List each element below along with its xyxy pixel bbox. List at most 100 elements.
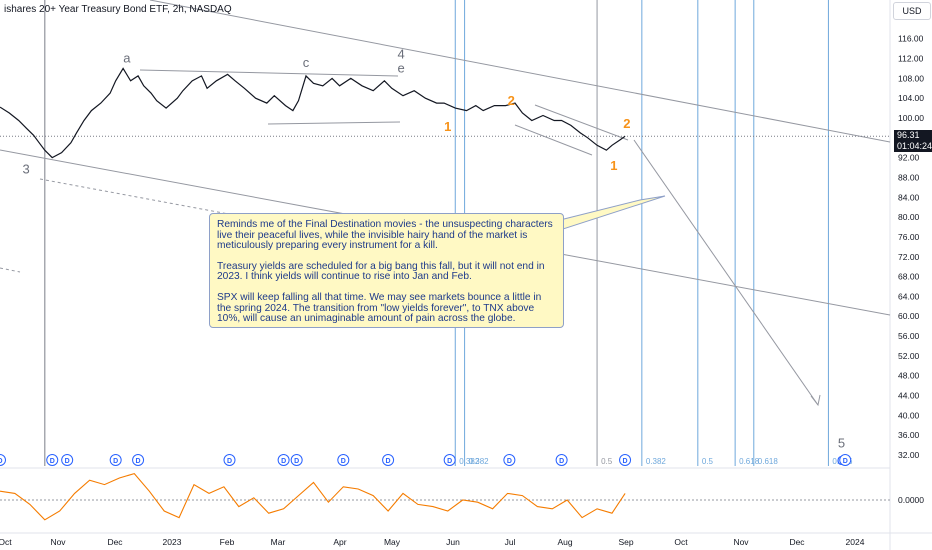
dividend-marker xyxy=(382,454,395,466)
x-tick-label: Jun xyxy=(446,537,460,547)
wave-label: a xyxy=(123,50,131,65)
price-series-line xyxy=(0,67,626,159)
dividend-marker xyxy=(0,454,6,466)
dividend-marker-label: D xyxy=(294,458,299,465)
y-tick-label: 32.00 xyxy=(898,450,920,460)
fib-level-label: 0.382 xyxy=(469,457,490,466)
bar-countdown: 01:04:24 xyxy=(897,141,932,151)
dividend-marker-label: D xyxy=(136,458,141,465)
dividend-marker-label: D xyxy=(386,458,391,465)
currency-button[interactable]: USD xyxy=(893,2,931,20)
x-tick-label: May xyxy=(384,537,401,547)
y-tick-label: 112.00 xyxy=(898,54,924,64)
dividend-marker xyxy=(223,454,236,466)
y-tick-label: 108.00 xyxy=(898,73,924,83)
x-tick-label: Oct xyxy=(674,537,688,547)
last-price-tag: 96.31 01:04:24 xyxy=(894,130,932,152)
x-tick-label: Nov xyxy=(50,537,66,547)
dividend-marker-label: D xyxy=(227,458,232,465)
dividend-marker xyxy=(443,454,456,466)
dividend-marker-label: D xyxy=(341,458,346,465)
dividend-marker-label: D xyxy=(507,458,512,465)
x-tick-label: 2023 xyxy=(163,537,182,547)
x-tick-label: Nov xyxy=(733,537,749,547)
dividend-marker xyxy=(337,454,350,466)
annotation-note[interactable]: Reminds me of the Final Destination movi… xyxy=(209,213,564,328)
wave-label: e xyxy=(398,60,405,75)
y-tick-label: 44.00 xyxy=(898,391,920,401)
dividend-marker-label: D xyxy=(0,458,3,465)
x-tick-label: 2024 xyxy=(846,537,865,547)
dividend-marker xyxy=(61,454,74,466)
dividend-marker xyxy=(277,454,290,466)
y-tick-label: 84.00 xyxy=(898,192,920,202)
chart-title: ishares 20+ Year Treasury Bond ETF, 2h, … xyxy=(4,4,232,15)
y-tick-label: 100.00 xyxy=(898,113,924,123)
projection-arrowhead xyxy=(810,394,821,407)
y-tick-label: 68.00 xyxy=(898,272,920,282)
dividend-marker xyxy=(503,454,516,466)
note-paragraph-3: SPX will keep falling all that time. We … xyxy=(217,291,542,325)
dividend-marker xyxy=(290,454,303,466)
dividend-marker xyxy=(839,454,852,466)
y-tick-label: 36.00 xyxy=(898,430,920,440)
osc-tick-label: 0.0000 xyxy=(898,495,924,505)
upper-channel-line xyxy=(149,0,891,143)
note-pointer xyxy=(559,195,666,231)
y-tick-label: 76.00 xyxy=(898,232,920,242)
dividend-marker xyxy=(619,454,632,466)
wave-label: 1 xyxy=(444,119,451,134)
y-tick-label: 56.00 xyxy=(898,331,920,341)
last-price-value: 96.31 xyxy=(897,130,920,140)
dividend-marker xyxy=(46,454,59,466)
x-tick-label: Oct xyxy=(0,537,12,547)
dividend-marker-label: D xyxy=(65,458,70,465)
x-tick-label: Mar xyxy=(271,537,286,547)
y-tick-label: 64.00 xyxy=(898,291,920,301)
wave-label: 2 xyxy=(508,93,515,108)
x-tick-label: Apr xyxy=(333,537,346,547)
x-tick-label: Jul xyxy=(505,537,516,547)
x-tick-label: Dec xyxy=(789,537,805,547)
y-tick-label: 60.00 xyxy=(898,311,920,321)
note-paragraph-2: Treasury yields are scheduled for a big … xyxy=(217,260,545,283)
dividend-marker-label: D xyxy=(113,458,118,465)
dividend-marker-label: D xyxy=(843,458,848,465)
dividend-marker xyxy=(555,454,568,466)
dividend-marker-label: D xyxy=(559,458,564,465)
fib-level-label: 0.382 xyxy=(646,457,667,466)
triangle-top-line xyxy=(139,69,399,77)
y-tick-label: 80.00 xyxy=(898,212,920,222)
x-tick-label: Aug xyxy=(557,537,572,547)
wave-label: 4 xyxy=(398,47,405,62)
wave-label: c xyxy=(303,55,310,70)
wave-label: 2 xyxy=(623,116,630,131)
fib-level-label: 0.618 xyxy=(739,457,760,466)
projection-arrow-line xyxy=(633,139,819,406)
wave-label: 3 xyxy=(23,162,30,177)
x-tick-label: Dec xyxy=(107,537,123,547)
wedge-upper-line xyxy=(534,104,629,141)
dividend-marker-label: D xyxy=(447,458,452,465)
y-tick-label: 116.00 xyxy=(898,34,924,44)
fib-level-label: 0.382 xyxy=(459,457,480,466)
dividend-marker-label: D xyxy=(50,458,55,465)
fib-level-label: 0.5 xyxy=(601,457,613,466)
y-tick-label: 88.00 xyxy=(898,172,920,182)
y-tick-label: 72.00 xyxy=(898,252,920,262)
x-tick-label: Sep xyxy=(618,537,633,547)
fib-level-label: 0.618 xyxy=(758,457,779,466)
dividend-marker-label: D xyxy=(281,458,286,465)
wave-label: 5 xyxy=(838,436,845,451)
oscillator-line xyxy=(0,472,626,521)
dashed-projection-line-2 xyxy=(0,267,21,273)
wave-label: 1 xyxy=(610,158,617,173)
note-paragraph-1: Reminds me of the Final Destination movi… xyxy=(217,219,553,252)
dividend-marker-label: D xyxy=(623,458,628,465)
y-tick-label: 52.00 xyxy=(898,351,920,361)
fib-level-label: 0.5 xyxy=(702,457,714,466)
dividend-marker xyxy=(132,454,145,466)
y-tick-label: 48.00 xyxy=(898,371,920,381)
x-tick-label: Feb xyxy=(220,537,235,547)
triangle-bottom-line xyxy=(267,121,401,125)
